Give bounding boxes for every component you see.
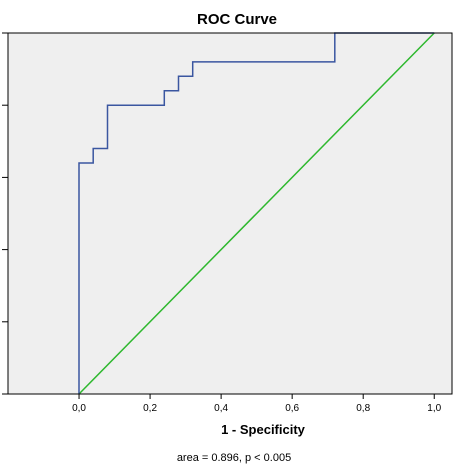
series-group bbox=[78, 32, 435, 394]
plot-frame bbox=[7, 32, 453, 395]
x-tick-label: 0,2 bbox=[143, 403, 157, 414]
x-tick-label: 0,4 bbox=[214, 403, 228, 414]
x-tick-label: 0,6 bbox=[285, 403, 299, 414]
reference-line-group bbox=[78, 32, 435, 395]
x-axis-ticks: 0,0 0,2 0,4 0,6 0,8 1,0 bbox=[72, 394, 442, 414]
x-axis-label: 1 - Specificity bbox=[221, 422, 306, 437]
reference-diagonal-line bbox=[78, 32, 435, 395]
roc-curve-line bbox=[78, 32, 435, 394]
y-axis-ticks bbox=[2, 32, 8, 395]
x-tick-label: 0,8 bbox=[356, 403, 370, 414]
chart-caption: area = 0.896, p < 0.005 bbox=[177, 452, 291, 464]
x-tick-label: 1,0 bbox=[427, 403, 441, 414]
plot-area bbox=[8, 33, 452, 394]
x-tick-label: 0,0 bbox=[72, 403, 86, 414]
chart-title: ROC Curve bbox=[197, 11, 277, 28]
